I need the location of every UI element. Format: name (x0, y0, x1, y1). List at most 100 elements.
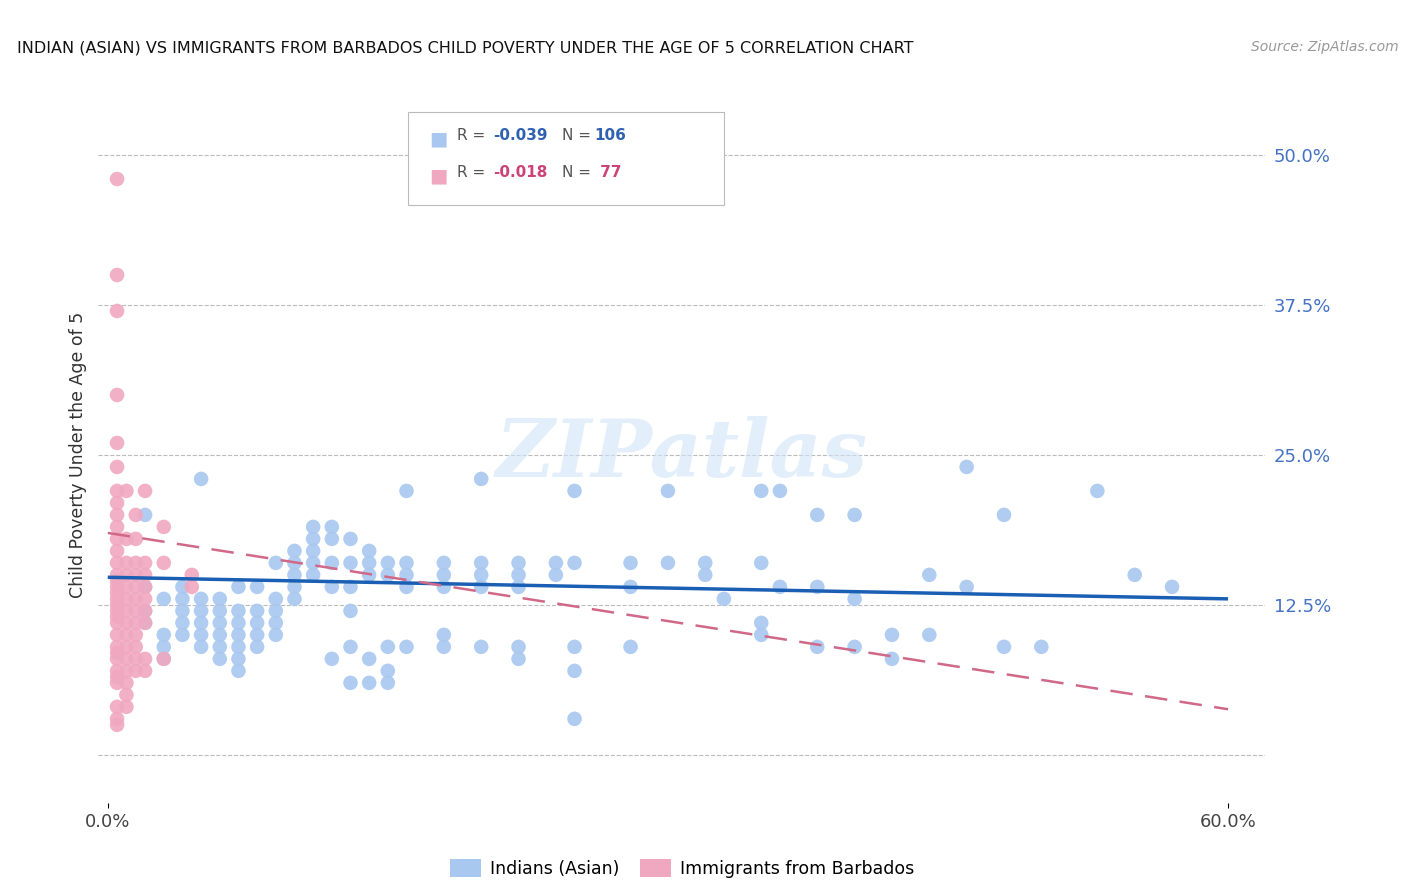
Point (283, 556, 305, 570)
Point (134, 567, 156, 582)
Point (564, 664, 586, 678)
Point (134, 604, 156, 618)
Point (105, 598, 128, 612)
Text: 106: 106 (595, 128, 627, 143)
Point (657, 556, 679, 570)
Point (302, 544, 325, 558)
Point (302, 532, 325, 546)
Point (115, 580, 138, 594)
Point (395, 556, 418, 570)
Point (172, 580, 194, 594)
Point (377, 664, 399, 678)
Point (190, 591, 212, 606)
Point (105, 544, 128, 558)
Point (105, 652, 128, 666)
Point (395, 580, 418, 594)
Point (1031, 640, 1053, 654)
Text: N =: N = (562, 165, 596, 180)
Point (339, 640, 361, 654)
Point (134, 580, 156, 594)
Point (302, 556, 325, 570)
Point (749, 556, 772, 570)
Point (208, 628, 231, 642)
Point (115, 628, 138, 642)
Point (228, 604, 250, 618)
Point (806, 640, 828, 654)
Point (359, 544, 381, 558)
Point (115, 556, 138, 570)
Legend: Indians (Asian), Immigrants from Barbados: Indians (Asian), Immigrants from Barbado… (443, 852, 921, 885)
Point (470, 567, 492, 582)
Point (115, 652, 138, 666)
Point (152, 652, 174, 666)
Point (806, 508, 828, 522)
Point (749, 628, 772, 642)
Point (105, 580, 128, 594)
Point (152, 628, 174, 642)
Point (993, 640, 1015, 654)
Point (105, 574, 128, 588)
Point (264, 604, 287, 618)
Point (115, 591, 138, 606)
Point (508, 556, 530, 570)
Point (190, 472, 212, 486)
Point (115, 640, 138, 654)
Text: INDIAN (ASIAN) VS IMMIGRANTS FROM BARBADOS CHILD POVERTY UNDER THE AGE OF 5 CORR: INDIAN (ASIAN) VS IMMIGRANTS FROM BARBAD… (17, 40, 914, 55)
Point (208, 640, 231, 654)
Point (208, 652, 231, 666)
Point (844, 640, 866, 654)
Point (190, 628, 212, 642)
Point (433, 628, 456, 642)
Point (470, 640, 492, 654)
Point (564, 556, 586, 570)
Point (228, 615, 250, 630)
Point (125, 615, 148, 630)
Point (105, 615, 128, 630)
Point (264, 628, 287, 642)
Point (115, 676, 138, 690)
Point (359, 567, 381, 582)
Point (619, 556, 641, 570)
Point (1085, 483, 1108, 498)
Point (880, 652, 903, 666)
Point (657, 483, 679, 498)
Point (508, 640, 530, 654)
Point (105, 459, 128, 474)
Point (377, 676, 399, 690)
Point (1161, 580, 1184, 594)
Point (125, 532, 148, 546)
Point (508, 652, 530, 666)
Point (844, 508, 866, 522)
Point (125, 652, 148, 666)
Point (395, 567, 418, 582)
Point (105, 712, 128, 726)
Point (125, 556, 148, 570)
Point (105, 436, 128, 450)
Point (152, 556, 174, 570)
Point (180, 567, 202, 582)
Point (246, 580, 269, 594)
Point (880, 628, 903, 642)
Point (105, 699, 128, 714)
Point (190, 640, 212, 654)
Point (125, 591, 148, 606)
Point (283, 544, 305, 558)
Point (105, 604, 128, 618)
Point (713, 591, 735, 606)
Point (359, 676, 381, 690)
Point (134, 652, 156, 666)
Point (105, 508, 128, 522)
Point (115, 615, 138, 630)
Point (105, 268, 128, 282)
Point (228, 664, 250, 678)
Text: R =: R = (457, 128, 491, 143)
Point (228, 580, 250, 594)
Point (564, 483, 586, 498)
Point (228, 640, 250, 654)
Point (105, 520, 128, 534)
Point (172, 628, 194, 642)
Point (993, 508, 1015, 522)
Point (105, 664, 128, 678)
Point (321, 556, 343, 570)
Text: -0.018: -0.018 (494, 165, 548, 180)
